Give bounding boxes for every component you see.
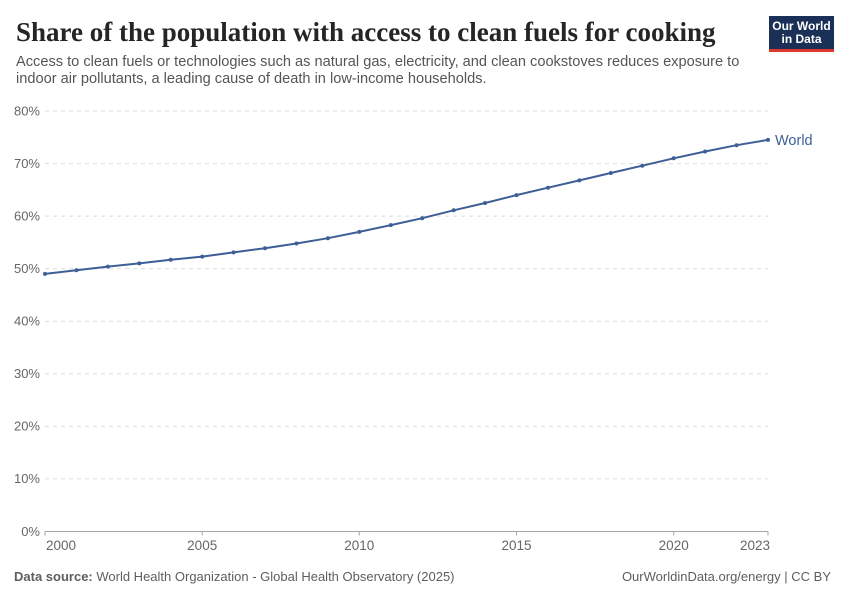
svg-text:70%: 70% bbox=[14, 156, 40, 171]
svg-text:World: World bbox=[775, 133, 813, 149]
svg-text:10%: 10% bbox=[14, 471, 40, 486]
svg-text:30%: 30% bbox=[14, 366, 40, 381]
svg-text:2015: 2015 bbox=[501, 538, 531, 553]
svg-text:0%: 0% bbox=[21, 524, 40, 539]
svg-text:2020: 2020 bbox=[659, 538, 689, 553]
svg-text:60%: 60% bbox=[14, 208, 40, 223]
svg-text:80%: 80% bbox=[14, 103, 40, 118]
svg-text:20%: 20% bbox=[14, 419, 40, 434]
svg-text:2000: 2000 bbox=[46, 538, 76, 553]
svg-text:50%: 50% bbox=[14, 261, 40, 276]
svg-text:2010: 2010 bbox=[344, 538, 374, 553]
svg-text:2005: 2005 bbox=[187, 538, 217, 553]
svg-text:40%: 40% bbox=[14, 314, 40, 329]
svg-text:2023: 2023 bbox=[740, 538, 770, 553]
